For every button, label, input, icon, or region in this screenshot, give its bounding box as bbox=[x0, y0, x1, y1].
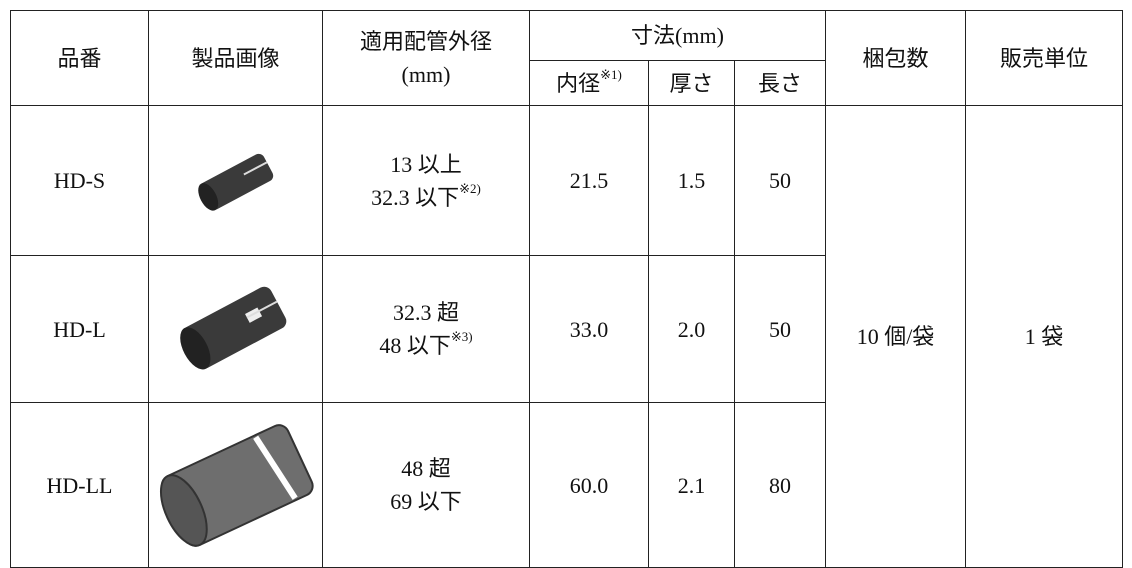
cell: 50 bbox=[734, 255, 826, 403]
header-text: 適用配管外径 bbox=[359, 29, 492, 54]
header-cell: 厚さ bbox=[648, 60, 735, 106]
thickness: 1.5 bbox=[677, 168, 706, 193]
product-table: 品番 製品画像 適用配管外径 (mm) 寸法(mm) 梱包数 販売単位 内径※1)… bbox=[10, 10, 1123, 568]
sales-unit: 1 袋 bbox=[1024, 324, 1064, 349]
product-image bbox=[179, 286, 286, 370]
header-cell: 製品画像 bbox=[148, 10, 323, 106]
od-min: 32.3 超 bbox=[392, 300, 459, 325]
image-cell bbox=[148, 255, 323, 403]
cell: 33.0 bbox=[529, 255, 649, 403]
header-text: 品番 bbox=[57, 45, 102, 71]
inner: 21.5 bbox=[569, 168, 609, 193]
length: 50 bbox=[769, 168, 791, 193]
image-cell bbox=[148, 105, 323, 256]
header-text: 梱包数 bbox=[862, 45, 929, 71]
header-unit: (mm) bbox=[401, 62, 451, 87]
header-cell: 品番 bbox=[10, 10, 149, 106]
od-min: 48 超 bbox=[401, 456, 451, 481]
cell: HD-LL bbox=[10, 402, 149, 568]
note-mark: ※3) bbox=[450, 329, 473, 344]
cell: 1.5 bbox=[648, 105, 735, 256]
length: 50 bbox=[769, 316, 791, 342]
thickness: 2.1 bbox=[677, 472, 706, 498]
od-max: 32.3 以下 bbox=[371, 184, 460, 210]
header-cell: 寸法(mm) bbox=[529, 10, 826, 61]
cell: HD-S bbox=[10, 105, 149, 256]
part-no: HD-LL bbox=[46, 472, 113, 498]
cell: HD-L bbox=[10, 255, 149, 403]
header-text: 長さ bbox=[757, 70, 802, 96]
length: 80 bbox=[769, 472, 791, 498]
od-min: 13 以上 bbox=[390, 151, 462, 177]
header-cell: 長さ bbox=[734, 60, 826, 106]
note-mark: ※2) bbox=[459, 180, 481, 196]
data-row: HD-L 32.3 超 48 以下※3) 33.0 2.0 50 bbox=[10, 255, 1123, 403]
inner: 33.0 bbox=[569, 316, 609, 342]
pack: 10 個/袋 bbox=[856, 324, 935, 349]
od-max: 48 以下 bbox=[379, 333, 451, 358]
cell: 60.0 bbox=[529, 402, 649, 568]
header-cell: 梱包数 bbox=[825, 10, 966, 106]
product-image bbox=[197, 153, 273, 211]
header-text: 内径 bbox=[556, 70, 601, 96]
cell: 10 個/袋 bbox=[825, 105, 966, 568]
cell: 48 超 69 以下 bbox=[322, 402, 530, 568]
header-cell: 適用配管外径 (mm) bbox=[322, 10, 530, 106]
header-cell: 販売単位 bbox=[965, 10, 1123, 106]
cell: 2.1 bbox=[648, 402, 735, 568]
cell: 2.0 bbox=[648, 255, 735, 403]
data-row: HD-LL 48 超 69 以下 60.0 2.1 80 bbox=[10, 402, 1123, 568]
header-text: 厚さ bbox=[669, 70, 714, 96]
data-row: HD-S 13 以上 32.3 以下※2) 21.5 1.5 50 10 個/袋 … bbox=[10, 105, 1123, 568]
note-mark: ※1) bbox=[600, 66, 622, 82]
od-max: 69 以下 bbox=[390, 489, 462, 514]
inner: 60.0 bbox=[569, 472, 609, 498]
cell: 13 以上 32.3 以下※2) bbox=[322, 105, 530, 256]
cell: 21.5 bbox=[529, 105, 649, 256]
cell: 32.3 超 48 以下※3) bbox=[322, 255, 530, 403]
thickness: 2.0 bbox=[677, 316, 706, 342]
product-image bbox=[159, 424, 314, 547]
header-text: 寸法(mm) bbox=[631, 23, 724, 48]
cell: 80 bbox=[734, 402, 826, 568]
header-text: 販売単位 bbox=[999, 45, 1088, 71]
part-no: HD-S bbox=[53, 168, 106, 193]
header-text: 製品画像 bbox=[191, 45, 280, 71]
cell: 50 bbox=[734, 105, 826, 256]
header-row: 品番 製品画像 適用配管外径 (mm) 寸法(mm) 梱包数 販売単位 bbox=[10, 10, 1123, 106]
cell: 1 袋 bbox=[965, 105, 1123, 568]
image-cell bbox=[148, 402, 323, 568]
header-cell: 内径※1) bbox=[529, 60, 649, 106]
part-no: HD-L bbox=[53, 316, 106, 342]
subheader-row: 内径※1) 厚さ 長さ bbox=[11, 60, 1123, 106]
